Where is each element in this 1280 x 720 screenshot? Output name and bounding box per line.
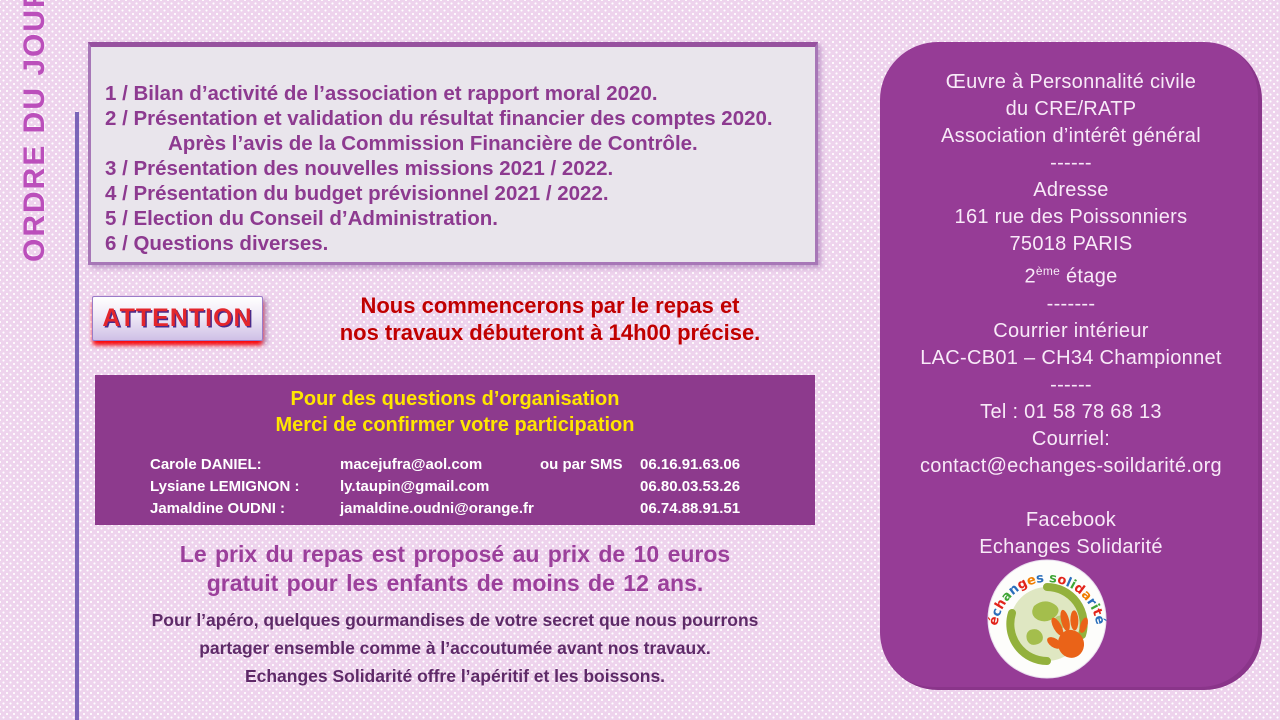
agenda-item-2: 2 / Présentation et validation du résult…: [105, 107, 773, 130]
contact-name: Lysiane LEMIGNON :: [150, 478, 300, 495]
panel-floor: 2ème étage: [880, 258, 1262, 291]
agenda-box: 1 / Bilan d’activité de l’association et…: [88, 42, 818, 265]
contact-email: macejufra@aol.com: [340, 456, 483, 473]
contact-sms-label: [540, 498, 640, 520]
contact-sms-label: [540, 476, 640, 498]
apero-text: Pour l’apéro, quelques gourmandises de v…: [95, 606, 815, 690]
contact-phone: 06.80.03.53.26: [640, 478, 741, 495]
panel-separator: -------: [1046, 292, 1096, 315]
contact-row: Carole DANIEL: macejufra@aol.com ou par …: [95, 454, 815, 476]
agenda-item-2-continuation: Après l’avis de la Commission Financière…: [168, 132, 698, 155]
panel-facebook-name: Echanges Solidarité: [979, 535, 1163, 558]
contact-row: Lysiane LEMIGNON : ly.taupin@gmail.com 0…: [95, 476, 815, 498]
contact-row: Jamaldine OUDNI : jamaldine.oudni@orange…: [95, 498, 815, 520]
attention-label: ATTENTION: [102, 304, 253, 332]
meal-price-text: Le prix du repas est proposé au prix de …: [95, 540, 815, 598]
agenda-item-5: 5 / Election du Conseil d’Administration…: [105, 207, 498, 230]
contact-phone: 06.74.88.91.51: [640, 500, 741, 517]
agenda-list: 1 / Bilan d’activité de l’association et…: [105, 81, 809, 256]
panel-org-line3: Association d’intérêt général: [941, 125, 1201, 147]
contact-rows: Carole DANIEL: macejufra@aol.com ou par …: [95, 454, 815, 520]
contact-name: Carole DANIEL:: [150, 456, 262, 473]
panel-floor-sup: ème: [1035, 264, 1061, 278]
panel-email-label: Courriel:: [1031, 427, 1111, 450]
contact-email: ly.taupin@gmail.com: [340, 478, 490, 495]
vertical-divider-line: [75, 112, 79, 720]
agenda-item-1: 1 / Bilan d’activité de l’association et…: [105, 82, 658, 105]
panel-telephone: Tel : 01 58 78 68 13: [980, 400, 1162, 423]
panel-address-label: Adresse: [1033, 179, 1109, 201]
panel-org-line2: du CRE/RATP: [1005, 98, 1137, 120]
agenda-item-4: 4 / Présentation du budget prévisionnel …: [105, 182, 609, 205]
panel-facebook-label: Facebook: [1025, 508, 1117, 531]
panel-floor-number: 2: [1024, 265, 1036, 288]
contact-title-line2: Merci de confirmer votre participation: [275, 414, 635, 436]
agenda-item-6: 6 / Questions diverses.: [105, 232, 329, 255]
panel-floor-rest: étage: [1060, 265, 1118, 288]
handprint-icon: [1047, 609, 1088, 658]
agenda-item-3: 3 / Présentation des nouvelles missions …: [105, 157, 614, 180]
panel-spacer: [880, 480, 1262, 507]
ordre-du-jour-vertical-title: ORDRE DU JOUR: [18, 0, 51, 262]
attention-badge: ATTENTION: [92, 296, 263, 341]
attention-message-line2: nos travaux débuteront à 14h00 précise.: [339, 320, 761, 345]
panel-mail-label: Courrier intérieur: [993, 319, 1149, 342]
apero-line2: partager ensemble comme à l’accoutumée a…: [199, 638, 711, 658]
contact-title: Pour des questions d’organisation Merci …: [95, 386, 815, 438]
contact-phone: 06.16.91.63.06: [640, 456, 741, 473]
attention-message-line1: Nous commencerons par le repas et: [360, 293, 740, 318]
attention-message: Nous commencerons par le repas et nos tr…: [270, 292, 830, 346]
contact-name: Jamaldine OUDNI :: [150, 500, 286, 517]
meal-price-line1: Le prix du repas est proposé au prix de …: [179, 541, 731, 567]
meal-price-line2: gratuit pour les enfants de moins de 12 …: [206, 570, 704, 596]
panel-org-line1: Œuvre à Personnalité civile: [945, 71, 1197, 93]
contact-title-line1: Pour des questions d’organisation: [290, 388, 620, 410]
panel-address-line2: 75018 PARIS: [1009, 233, 1133, 255]
contact-email: jamaldine.oudni@orange.fr: [340, 500, 534, 517]
apero-line1: Pour l’apéro, quelques gourmandises de v…: [151, 610, 759, 630]
contact-sms-label: ou par SMS: [540, 456, 623, 473]
panel-address-line1: 161 rue des Poissonniers: [954, 206, 1188, 228]
logo-arc-text: échanges solidarit é: [986, 571, 1107, 627]
echanges-solidarite-logo: échanges solidarit é: [986, 559, 1107, 679]
panel-email: contact@echanges-soildarité.org: [920, 454, 1222, 477]
panel-separator: ------: [1050, 373, 1092, 396]
panel-separator: ------: [1050, 152, 1092, 174]
apero-line3: Echanges Solidarité offre l’apéritif et …: [244, 666, 666, 686]
panel-mail-code: LAC-CB01 – CH34 Championnet: [920, 346, 1222, 369]
contact-box: Pour des questions d’organisation Merci …: [95, 375, 815, 525]
